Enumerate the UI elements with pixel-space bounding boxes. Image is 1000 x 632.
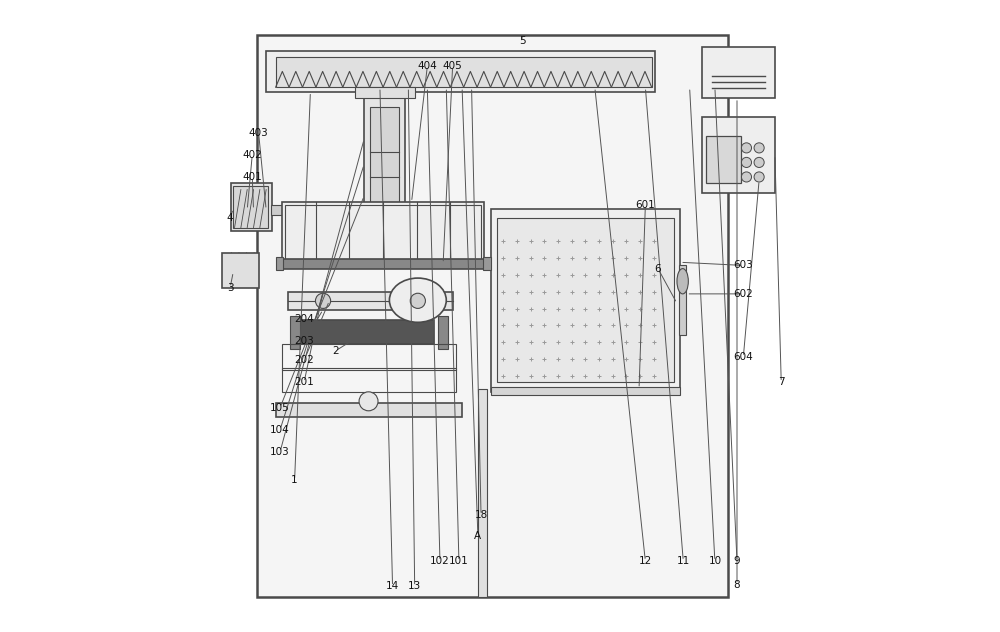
- Circle shape: [754, 157, 764, 167]
- Text: 603: 603: [733, 260, 753, 270]
- Text: 403: 403: [249, 128, 268, 138]
- Text: 104: 104: [270, 425, 290, 435]
- Circle shape: [754, 143, 764, 153]
- FancyBboxPatch shape: [355, 87, 415, 98]
- Text: 204: 204: [294, 314, 314, 324]
- FancyBboxPatch shape: [679, 265, 686, 335]
- Ellipse shape: [389, 278, 446, 322]
- Text: 404: 404: [417, 61, 437, 71]
- Text: 6: 6: [655, 264, 661, 274]
- Text: 405: 405: [443, 61, 462, 71]
- FancyBboxPatch shape: [257, 35, 728, 597]
- FancyBboxPatch shape: [222, 253, 259, 288]
- Circle shape: [410, 293, 425, 308]
- Text: 202: 202: [294, 355, 314, 365]
- FancyBboxPatch shape: [290, 316, 300, 349]
- Text: 9: 9: [734, 556, 740, 566]
- FancyBboxPatch shape: [364, 95, 405, 265]
- Circle shape: [315, 293, 331, 308]
- Text: 10: 10: [708, 556, 721, 566]
- FancyBboxPatch shape: [231, 183, 272, 231]
- Text: 11: 11: [677, 556, 690, 566]
- FancyBboxPatch shape: [491, 387, 680, 395]
- Text: 101: 101: [449, 556, 469, 566]
- FancyBboxPatch shape: [280, 259, 485, 269]
- Text: 103: 103: [270, 447, 290, 457]
- Text: 1: 1: [291, 475, 298, 485]
- Text: 3: 3: [227, 283, 233, 293]
- Text: 402: 402: [242, 150, 262, 160]
- FancyBboxPatch shape: [276, 403, 462, 417]
- Circle shape: [754, 172, 764, 182]
- FancyBboxPatch shape: [483, 257, 491, 270]
- FancyBboxPatch shape: [276, 257, 283, 270]
- FancyBboxPatch shape: [702, 47, 775, 98]
- Circle shape: [741, 143, 752, 153]
- Text: 2: 2: [332, 346, 339, 356]
- FancyBboxPatch shape: [271, 205, 284, 215]
- Text: 105: 105: [270, 403, 290, 413]
- Text: 13: 13: [408, 581, 421, 592]
- Text: 5: 5: [519, 36, 525, 46]
- Text: 8: 8: [734, 580, 740, 590]
- Text: 7: 7: [778, 377, 785, 387]
- Text: 601: 601: [635, 200, 655, 210]
- FancyBboxPatch shape: [295, 320, 434, 344]
- Text: 18: 18: [474, 510, 488, 520]
- Text: 401: 401: [242, 172, 262, 182]
- Text: 14: 14: [386, 581, 399, 592]
- FancyBboxPatch shape: [266, 51, 655, 92]
- FancyBboxPatch shape: [370, 107, 399, 259]
- FancyBboxPatch shape: [478, 389, 487, 597]
- FancyBboxPatch shape: [438, 316, 448, 349]
- Circle shape: [741, 172, 752, 182]
- FancyBboxPatch shape: [282, 202, 484, 262]
- FancyBboxPatch shape: [491, 209, 680, 392]
- Text: 4: 4: [227, 213, 233, 223]
- Circle shape: [741, 157, 752, 167]
- FancyBboxPatch shape: [497, 218, 674, 382]
- Text: 102: 102: [430, 556, 450, 566]
- Text: 602: 602: [733, 289, 753, 299]
- Circle shape: [359, 392, 378, 411]
- Text: A: A: [474, 531, 481, 541]
- FancyBboxPatch shape: [288, 292, 453, 310]
- FancyBboxPatch shape: [702, 117, 775, 193]
- Text: 604: 604: [733, 352, 753, 362]
- FancyBboxPatch shape: [276, 57, 652, 87]
- FancyBboxPatch shape: [706, 136, 741, 183]
- Text: 12: 12: [639, 556, 652, 566]
- Ellipse shape: [677, 269, 688, 294]
- Text: 203: 203: [294, 336, 314, 346]
- Text: 201: 201: [294, 377, 314, 387]
- FancyBboxPatch shape: [233, 186, 268, 228]
